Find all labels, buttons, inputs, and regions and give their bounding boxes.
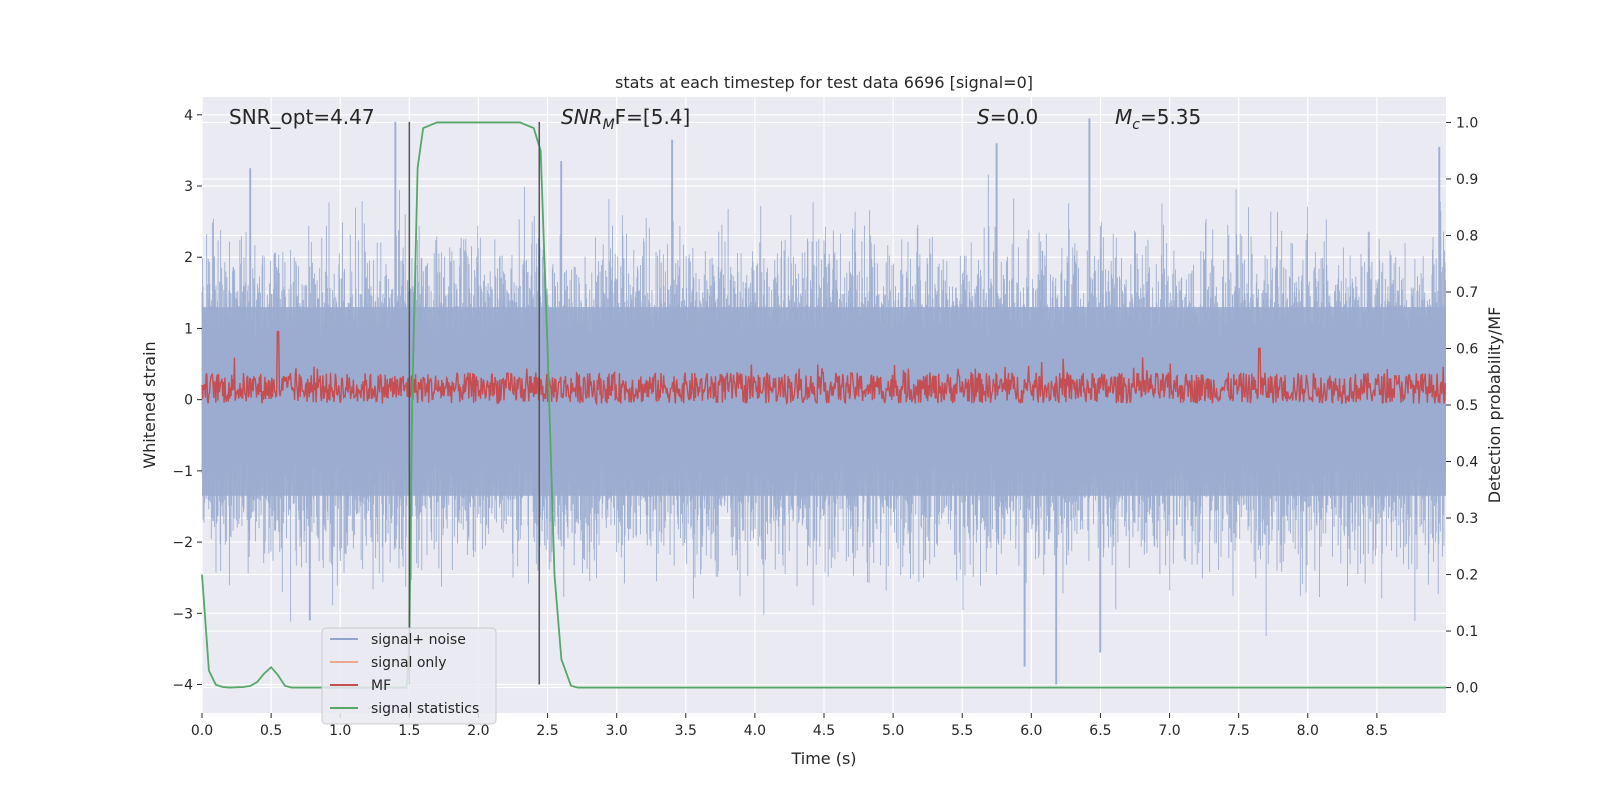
legend: signal+ noise signal only MF signal statist… [321, 627, 497, 725]
legend-label: signal statistics [371, 701, 479, 717]
x-tick-label: 4.0 [744, 723, 766, 739]
y-right-tick-label: 0.3 [1456, 511, 1478, 527]
snr-mf-suffix: F=[5.4] [615, 105, 691, 129]
tick-labels: 0.0 0.5 1.0 1.5 2.0 2.5 3.0 3.5 4.0 4.5 5.0 5.5 6.0 6… [172, 108, 1478, 739]
y-right-tick-label: 0.8 [1456, 228, 1478, 244]
y-left-tick-label: 0 [184, 393, 193, 409]
x-tick-label: 4.5 [813, 723, 835, 739]
mc-value: =5.35 [1140, 105, 1201, 129]
y-right-tick-label: 0.5 [1456, 398, 1478, 414]
x-tick-label: 2.0 [467, 723, 489, 739]
snr-mf-prefix: SNR [561, 105, 603, 129]
x-tick-label: 3.5 [675, 723, 697, 739]
x-tick-label: 1.5 [398, 723, 420, 739]
y-right-tick-label: 0.4 [1456, 455, 1478, 471]
x-tick-label: 8.5 [1366, 723, 1388, 739]
x-tick-label: 0.5 [260, 723, 282, 739]
chart-title: stats at each timestep for test data 669… [615, 73, 1033, 92]
x-tick-label: 5.5 [951, 723, 973, 739]
x-tick-label: 3.0 [606, 723, 628, 739]
x-tick-label: 7.0 [1158, 723, 1180, 739]
x-tick-label: 6.5 [1089, 723, 1111, 739]
signal-noise-core [202, 307, 1446, 496]
snr-opt-annotation: SNR_opt=4.47 [229, 105, 375, 129]
x-tick-label: 2.5 [536, 723, 558, 739]
y-right-tick-label: 0.0 [1456, 681, 1478, 697]
y-right-tick-label: 0.7 [1456, 285, 1478, 301]
x-tick-label: 1.0 [329, 723, 351, 739]
mc-symbol: M [1115, 105, 1132, 129]
mc-sub: c [1132, 117, 1140, 133]
y-right-tick-label: 1.0 [1456, 115, 1478, 131]
x-tick-label: 8.0 [1297, 723, 1319, 739]
y-left-tick-label: −2 [172, 535, 193, 551]
y-left-tick-label: 3 [184, 179, 193, 195]
y-right-tick-label: 0.9 [1456, 172, 1478, 188]
snr-mf-annotation: SNRMF=[5.4] [561, 105, 690, 133]
y-axis-label-right: Detection probability/MF [1485, 307, 1504, 504]
x-tick-label: 5.0 [882, 723, 904, 739]
y-axis-label-left: Whitened strain [140, 341, 159, 468]
y-right-tick-label: 0.6 [1456, 341, 1478, 357]
y-left-tick-label: 2 [184, 250, 193, 266]
y-left-tick-label: −4 [172, 678, 193, 694]
legend-label: MF [371, 678, 391, 694]
s-annotation: S=0.0 [977, 105, 1038, 129]
mc-annotation: Mc=5.35 [1115, 105, 1201, 133]
x-tick-label: 0.0 [191, 723, 213, 739]
snr-mf-sub: M [603, 117, 615, 133]
legend-label: signal only [371, 655, 446, 671]
x-tick-label: 7.5 [1228, 723, 1250, 739]
y-left-tick-label: −3 [172, 606, 193, 622]
y-left-tick-label: 4 [184, 108, 193, 124]
x-tick-label: 6.0 [1020, 723, 1042, 739]
s-symbol: S [977, 105, 990, 129]
vertical-markers [408, 121, 541, 685]
s-value: =0.0 [990, 105, 1039, 129]
y-left-tick-label: −1 [172, 464, 193, 480]
legend-box [321, 627, 497, 725]
y-left-tick-label: 1 [184, 321, 193, 337]
y-right-tick-label: 0.2 [1456, 568, 1478, 584]
x-axis-label: Time (s) [790, 749, 856, 768]
y-right-tick-label: 0.1 [1456, 624, 1478, 640]
legend-label: signal+ noise [371, 632, 466, 648]
